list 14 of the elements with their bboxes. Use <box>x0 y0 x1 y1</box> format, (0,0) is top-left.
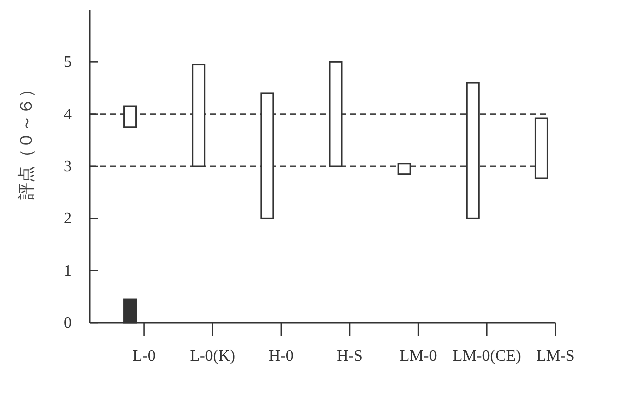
x-tick-label: L-0 <box>132 348 156 365</box>
x-tick-label: LM-S <box>536 348 575 365</box>
y-tick-label: 3 <box>64 158 72 176</box>
x-tick-label: H-S <box>337 348 363 365</box>
y-tick-label: 2 <box>64 210 72 228</box>
y-axis-title: 評点（０～６） <box>17 80 36 200</box>
y-tick-label: 0 <box>64 315 72 332</box>
x-tick-label: LM-0(CE) <box>452 348 522 365</box>
x-tick-label: L-0(K) <box>190 348 236 365</box>
x-tick-label: H-0 <box>268 348 294 365</box>
y-tick-label: 5 <box>64 54 72 72</box>
y-tick-label: 1 <box>64 262 72 280</box>
y-tick-label: 4 <box>64 106 72 124</box>
x-tick-label: LM-0 <box>400 348 438 365</box>
